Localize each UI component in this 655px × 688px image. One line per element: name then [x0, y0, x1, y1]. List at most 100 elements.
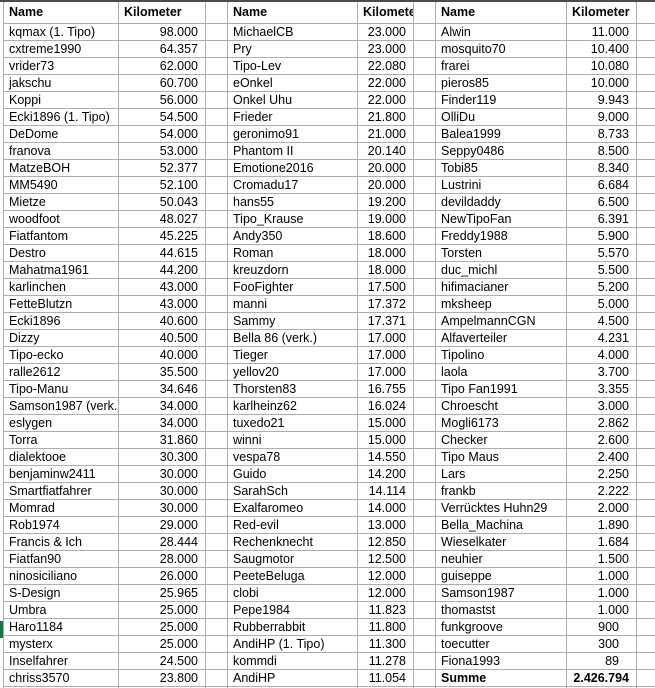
kilometer-value-cell[interactable]: 5.900 — [566, 227, 637, 245]
spacer-cell[interactable] — [205, 125, 228, 143]
kilometer-value-cell[interactable]: 30.000 — [118, 465, 206, 483]
kilometer-value-cell[interactable]: 40.600 — [118, 312, 206, 330]
spacer-cell[interactable] — [413, 176, 436, 194]
spacer-cell[interactable] — [636, 278, 655, 296]
member-name-cell[interactable]: Phantom II — [227, 142, 358, 160]
kilometer-value-cell[interactable]: 5.500 — [566, 261, 637, 279]
member-name-cell[interactable]: Freddy1988 — [435, 227, 567, 245]
member-name-cell[interactable]: Tipo-ecko — [3, 346, 119, 364]
spacer-cell[interactable] — [413, 142, 436, 160]
member-name-cell[interactable]: chriss3570 — [3, 669, 119, 687]
kilometer-value-cell[interactable]: 34.000 — [118, 397, 206, 415]
spacer-cell[interactable] — [413, 669, 436, 687]
member-name-cell[interactable]: Mietze — [3, 193, 119, 211]
kilometer-value-cell[interactable]: 10.080 — [566, 57, 637, 75]
kilometer-value-cell[interactable]: 11.800 — [357, 618, 414, 636]
kilometer-value-cell[interactable]: 11.278 — [357, 652, 414, 670]
spacer-cell[interactable] — [413, 125, 436, 143]
spacer-cell[interactable] — [413, 414, 436, 432]
kilometer-value-cell[interactable]: 12.000 — [357, 584, 414, 602]
member-name-cell[interactable]: kqmax (1. Tipo) — [3, 23, 119, 41]
member-name-cell[interactable]: laola — [435, 363, 567, 381]
member-name-cell[interactable]: guiseppe — [435, 567, 567, 585]
member-name-cell[interactable]: Mahatma1961 — [3, 261, 119, 279]
member-name-cell[interactable]: vrider73 — [3, 57, 119, 75]
kilometer-value-cell[interactable]: 98.000 — [118, 23, 206, 41]
spacer-header[interactable] — [636, 2, 655, 24]
member-name-cell[interactable]: hifimacianer — [435, 278, 567, 296]
spacer-cell[interactable] — [205, 465, 228, 483]
kilometer-value-cell[interactable]: 16.024 — [357, 397, 414, 415]
member-name-cell[interactable]: neuhier — [435, 550, 567, 568]
kilometer-value-cell[interactable]: 15.000 — [357, 431, 414, 449]
member-name-cell[interactable]: toecutter — [435, 635, 567, 653]
kilometer-value-cell[interactable]: 21.800 — [357, 108, 414, 126]
member-name-cell[interactable]: Frieder — [227, 108, 358, 126]
spacer-cell[interactable] — [636, 652, 655, 670]
kilometer-value-cell[interactable]: 4.231 — [566, 329, 637, 347]
kilometer-value-cell[interactable]: 11.300 — [357, 635, 414, 653]
spacer-cell[interactable] — [636, 159, 655, 177]
member-name-cell[interactable]: Thorsten83 — [227, 380, 358, 398]
empty-cell[interactable] — [357, 686, 414, 688]
spacer-cell[interactable] — [205, 618, 228, 636]
kilometer-value-cell[interactable]: 30.000 — [118, 499, 206, 517]
kilometer-value-cell[interactable]: 14.114 — [357, 482, 414, 500]
spacer-cell[interactable] — [205, 261, 228, 279]
spacer-cell[interactable] — [413, 91, 436, 109]
kilometer-value-cell[interactable]: 10.400 — [566, 40, 637, 58]
kilometer-value-cell[interactable]: 4.000 — [566, 346, 637, 364]
member-name-cell[interactable]: Wieselkater — [435, 533, 567, 551]
empty-cell[interactable] — [205, 686, 228, 688]
kilometer-value-cell[interactable]: 10.000 — [566, 74, 637, 92]
spacer-cell[interactable] — [636, 363, 655, 381]
member-name-cell[interactable]: Pry — [227, 40, 358, 58]
member-name-cell[interactable]: Fiona1993 — [435, 652, 567, 670]
spacer-cell[interactable] — [205, 312, 228, 330]
member-name-cell[interactable]: Tipo-Lev — [227, 57, 358, 75]
spacer-cell[interactable] — [205, 278, 228, 296]
member-name-cell[interactable]: AndiHP — [227, 669, 358, 687]
spacer-cell[interactable] — [205, 414, 228, 432]
member-name-cell[interactable]: Rubberrabbit — [227, 618, 358, 636]
kilometer-value-cell[interactable]: 40.000 — [118, 346, 206, 364]
kilometer-value-cell[interactable]: 35.500 — [118, 363, 206, 381]
spacer-cell[interactable] — [205, 567, 228, 585]
kilometer-value-cell[interactable]: 19.000 — [357, 210, 414, 228]
kilometer-value-cell[interactable]: 11.000 — [566, 23, 637, 41]
spacer-cell[interactable] — [413, 210, 436, 228]
kilometer-column-header[interactable]: Kilometer — [566, 2, 637, 24]
kilometer-value-cell[interactable]: 2.600 — [566, 431, 637, 449]
kilometer-value-cell[interactable]: 53.000 — [118, 142, 206, 160]
kilometer-value-cell[interactable]: 54.500 — [118, 108, 206, 126]
kilometer-value-cell[interactable]: 44.200 — [118, 261, 206, 279]
empty-cell[interactable] — [435, 686, 567, 688]
member-name-cell[interactable]: Samson1987 (verk.) — [3, 397, 119, 415]
kilometer-value-cell[interactable]: 18.000 — [357, 244, 414, 262]
kilometer-value-cell[interactable]: 8.500 — [566, 142, 637, 160]
spacer-cell[interactable] — [205, 329, 228, 347]
kilometer-value-cell[interactable]: 12.500 — [357, 550, 414, 568]
kilometer-value-cell[interactable]: 1.684 — [566, 533, 637, 551]
empty-cell[interactable] — [3, 686, 119, 688]
kilometer-value-cell[interactable]: 24.500 — [118, 652, 206, 670]
member-name-cell[interactable]: OlliDu — [435, 108, 567, 126]
member-name-cell[interactable]: winni — [227, 431, 358, 449]
kilometer-value-cell[interactable]: 23.000 — [357, 23, 414, 41]
spacer-cell[interactable] — [413, 448, 436, 466]
spacer-cell[interactable] — [205, 652, 228, 670]
member-name-cell[interactable]: vespa78 — [227, 448, 358, 466]
spacer-cell[interactable] — [413, 635, 436, 653]
member-name-cell[interactable]: NewTipoFan — [435, 210, 567, 228]
member-name-cell[interactable]: Samson1987 — [435, 584, 567, 602]
kilometer-value-cell[interactable]: 14.200 — [357, 465, 414, 483]
spacer-cell[interactable] — [413, 261, 436, 279]
spacer-cell[interactable] — [205, 210, 228, 228]
kilometer-value-cell[interactable]: 14.550 — [357, 448, 414, 466]
member-name-cell[interactable]: Bella_Machina — [435, 516, 567, 534]
kilometer-value-cell[interactable]: 17.000 — [357, 346, 414, 364]
spacer-cell[interactable] — [636, 142, 655, 160]
spacer-cell[interactable] — [413, 567, 436, 585]
member-name-cell[interactable]: Pepe1984 — [227, 601, 358, 619]
spacer-cell[interactable] — [413, 312, 436, 330]
